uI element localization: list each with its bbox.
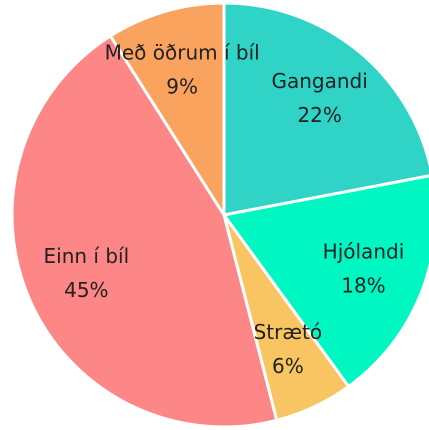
slice-label: Hjólandi [323, 240, 405, 264]
value-label: 45% [64, 278, 108, 302]
slice-label: Gangandi [271, 69, 367, 93]
value-label: 18% [341, 274, 385, 298]
pie-slice [222, 1, 429, 217]
pie-slice [221, 174, 429, 389]
pie-slice [10, 33, 279, 429]
value-label: 9% [166, 74, 198, 98]
slice-label: Strætó [254, 320, 322, 344]
pie-slice [108, 1, 226, 221]
value-label: 6% [272, 354, 304, 378]
slice-label: Með öðrum í bíl [105, 40, 260, 64]
value-label: 22% [297, 103, 341, 127]
slice-label: Einn í bíl [44, 244, 130, 268]
